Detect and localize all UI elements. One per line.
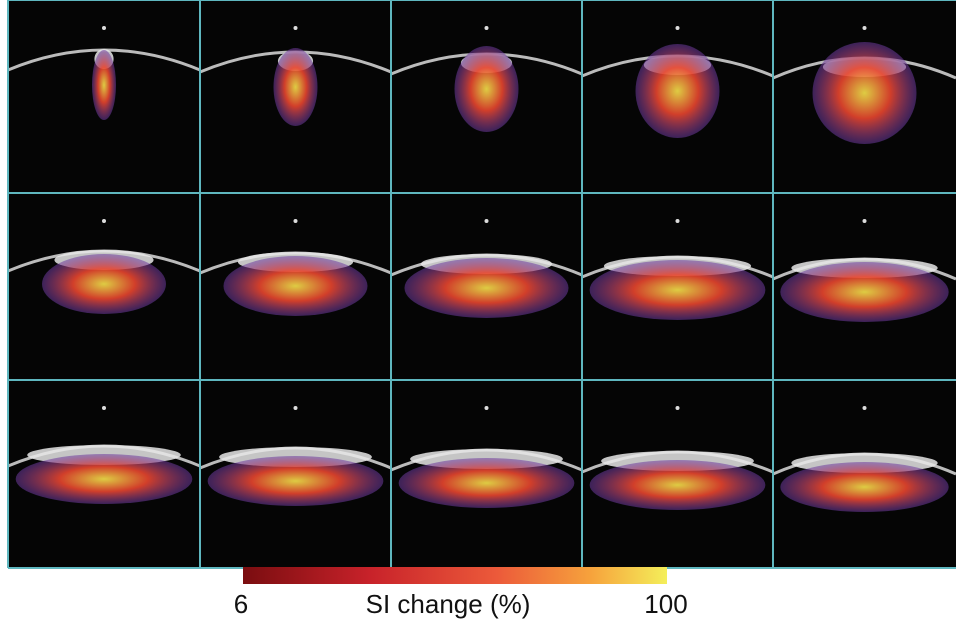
marker-dot <box>294 26 298 30</box>
signal-change-blob <box>42 254 166 314</box>
marker-dot <box>676 219 680 223</box>
signal-change-blob <box>636 44 720 138</box>
marker-dot <box>863 219 867 223</box>
signal-change-blob <box>405 258 569 318</box>
signal-change-blob <box>780 262 948 322</box>
colorbar <box>243 567 667 584</box>
marker-dot <box>102 406 106 410</box>
signal-change-blob <box>92 50 116 120</box>
marker-dot <box>294 406 298 410</box>
colorbar-max-label: 100 <box>644 589 687 619</box>
figure: 6 SI change (%) 100 <box>0 0 956 624</box>
colorbar-min-label: 6 <box>234 589 248 619</box>
marker-dot <box>294 219 298 223</box>
page: 6 SI change (%) 100 (() => { const data … <box>0 0 956 624</box>
signal-change-blob <box>274 48 318 126</box>
marker-dot <box>676 26 680 30</box>
signal-change-blob <box>16 454 193 504</box>
signal-change-blob <box>813 42 917 144</box>
signal-change-blob <box>224 256 368 316</box>
marker-dot <box>485 26 489 30</box>
marker-dot <box>863 26 867 30</box>
marker-dot <box>102 26 106 30</box>
marker-dot <box>485 219 489 223</box>
signal-change-blob <box>590 260 766 320</box>
marker-dot <box>863 406 867 410</box>
marker-dot <box>485 406 489 410</box>
signal-change-blob <box>455 46 519 132</box>
signal-change-blob <box>780 462 948 512</box>
signal-change-blob <box>399 458 575 508</box>
marker-dot <box>102 219 106 223</box>
colorbar-title: SI change (%) <box>366 589 531 619</box>
signal-change-blob <box>208 456 384 506</box>
signal-change-blob <box>590 460 766 510</box>
marker-dot <box>676 406 680 410</box>
